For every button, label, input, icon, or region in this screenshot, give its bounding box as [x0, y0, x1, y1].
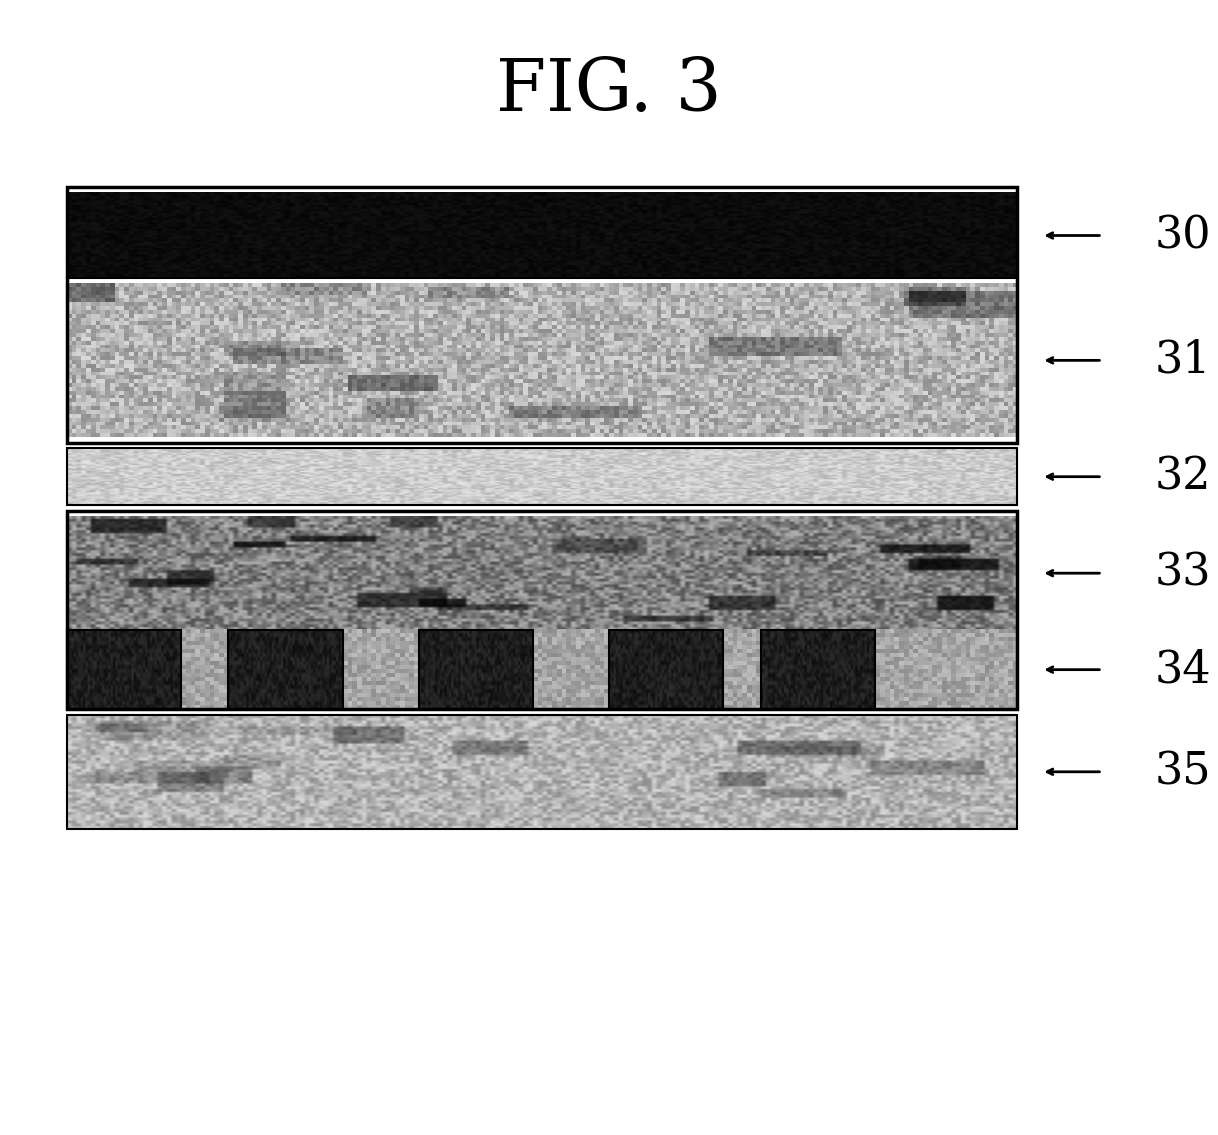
- Bar: [229, 630, 342, 709]
- Text: 35: 35: [1155, 750, 1211, 793]
- Text: 34: 34: [1155, 648, 1211, 691]
- Bar: [67, 448, 1017, 505]
- Bar: [609, 630, 722, 709]
- Text: 33: 33: [1155, 552, 1211, 595]
- Bar: [67, 511, 1017, 709]
- Text: 31: 31: [1155, 338, 1211, 382]
- Text: 32: 32: [1155, 455, 1211, 498]
- Bar: [67, 715, 1017, 829]
- Text: FIG. 3: FIG. 3: [496, 56, 722, 126]
- Text: 30: 30: [1155, 213, 1211, 258]
- Bar: [67, 630, 181, 709]
- Bar: [760, 630, 875, 709]
- Bar: [419, 630, 532, 709]
- Bar: [67, 187, 1017, 443]
